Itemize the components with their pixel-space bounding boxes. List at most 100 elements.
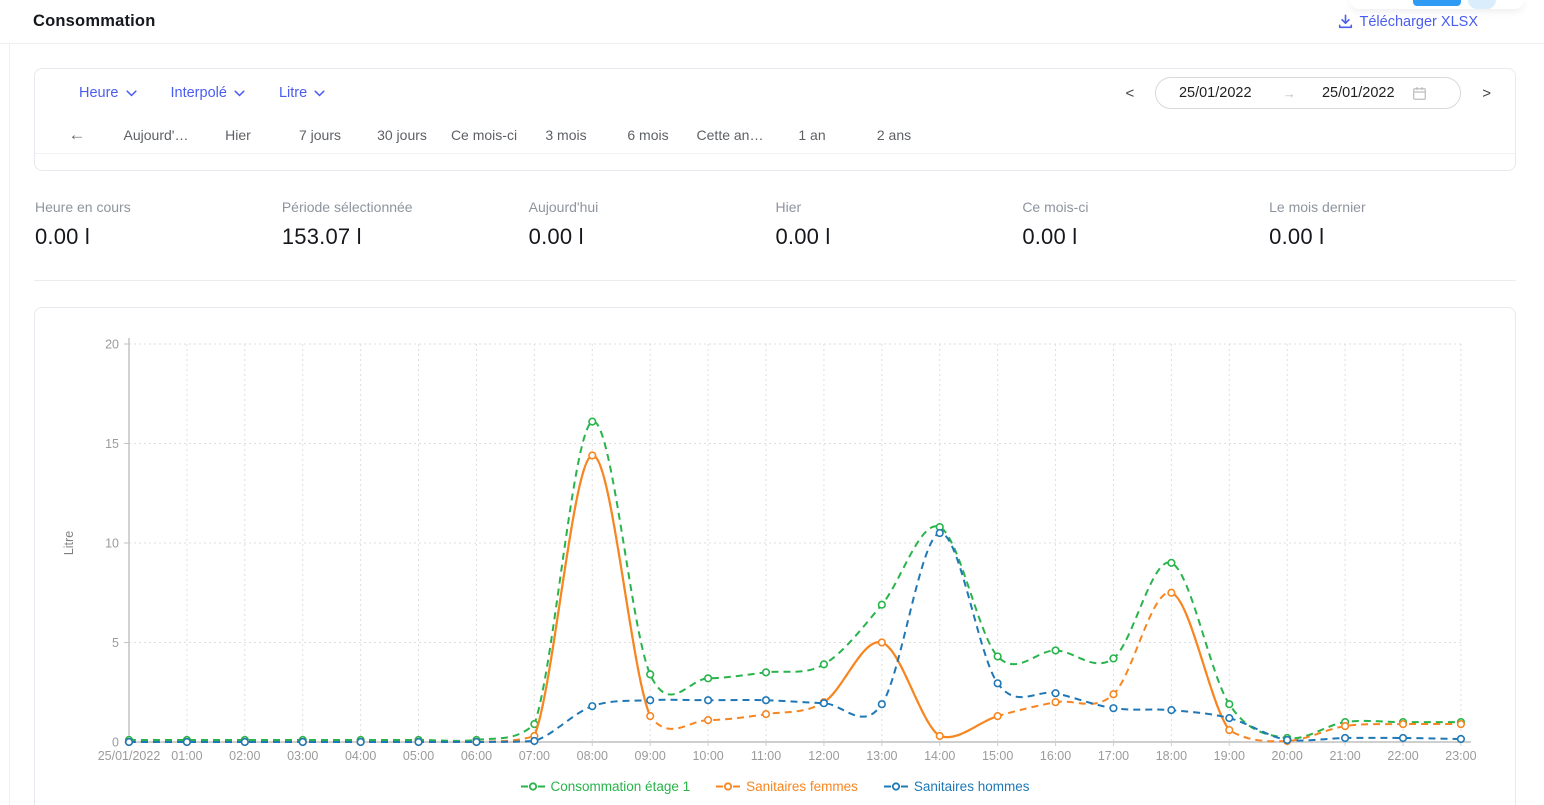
dropdown-litre[interactable]: Litre [279, 81, 325, 105]
svg-text:11:00: 11:00 [751, 749, 781, 763]
period-tabs: ← Aujourd'… Hier 7 jours 30 jours Ce moi… [35, 117, 1515, 154]
svg-text:23:00: 23:00 [1445, 749, 1476, 763]
svg-text:03:00: 03:00 [287, 749, 318, 763]
tab-3-mois[interactable]: 3 mois [525, 121, 607, 149]
svg-text:15: 15 [105, 437, 119, 451]
legend-label: Consommation étage 1 [550, 779, 691, 794]
svg-text:5: 5 [112, 636, 119, 650]
page-title: Consommation [33, 12, 156, 30]
svg-text:20: 20 [105, 338, 119, 352]
stat-le-mois-dernier: Le mois dernier 0.00 l [1269, 199, 1516, 250]
stat-value: 0.00 l [528, 224, 584, 249]
stat-label: Heure en cours [35, 199, 131, 215]
cutoff-avatar [1468, 0, 1496, 9]
svg-text:17:00: 17:00 [1098, 749, 1129, 763]
tab-6-mois[interactable]: 6 mois [607, 121, 689, 149]
tab-ce-mois-ci[interactable]: Ce mois-ci [443, 121, 525, 149]
date-range-arrow-icon: → [1282, 85, 1296, 101]
download-label: Télécharger XLSX [1359, 13, 1478, 30]
stat-value: 0.00 l [1022, 224, 1078, 249]
svg-text:15:00: 15:00 [982, 749, 1013, 763]
legend-marker-icon [883, 782, 908, 791]
stat-label: Aujourd'hui [528, 199, 599, 215]
dropdown-heure-label: Heure [79, 85, 119, 101]
stat-hier: Hier 0.00 l [775, 199, 1022, 250]
svg-text:20:00: 20:00 [1272, 749, 1303, 763]
content-area: Heure Interpolé Litre < 25/01/2022 → 25/… [9, 44, 1544, 805]
stat-value: 0.00 l [35, 224, 91, 249]
section-divider [34, 280, 1516, 281]
tab-aujourdhui[interactable]: Aujourd'… [115, 121, 197, 149]
stat-ce-mois-ci: Ce mois-ci 0.00 l [1022, 199, 1269, 250]
stat-label: Période sélectionnée [281, 199, 413, 215]
svg-text:0: 0 [112, 736, 119, 750]
stat-aujourdhui: Aujourd'hui 0.00 l [529, 199, 776, 250]
legend-marker-icon [520, 782, 545, 791]
chart-legend: Consommation étage 1 Sanitaires femmes San… [35, 779, 1515, 794]
filter-card: Heure Interpolé Litre < 25/01/2022 → 25/… [34, 68, 1516, 171]
cutoff-blue-pill [1413, 0, 1461, 6]
legend-label: Sanitaires hommes [913, 779, 1030, 794]
legend-marker-icon [716, 782, 741, 791]
stat-label: Hier [775, 199, 802, 215]
tab-cette-annee[interactable]: Cette an… [689, 121, 771, 149]
chevron-down-icon [125, 89, 137, 97]
tab-2-ans[interactable]: 2 ans [853, 121, 935, 149]
chevron-down-icon [234, 89, 245, 97]
prev-period-button[interactable]: < [1121, 83, 1138, 104]
svg-text:02:00: 02:00 [229, 749, 260, 763]
svg-text:21:00: 21:00 [1329, 749, 1360, 763]
svg-text:06:00: 06:00 [461, 749, 492, 763]
svg-text:18:00: 18:00 [1156, 749, 1187, 763]
stat-value: 153.07 l [281, 224, 362, 249]
tabs-scroll-left-icon[interactable]: ← [68, 125, 86, 144]
svg-text:09:00: 09:00 [635, 749, 666, 763]
date-end: 25/01/2022 [1321, 85, 1395, 101]
svg-text:14:00: 14:00 [924, 749, 955, 763]
svg-text:25/01/2022: 25/01/2022 [98, 749, 161, 763]
svg-text:01:00: 01:00 [171, 749, 202, 763]
stat-heure-en-cours: Heure en cours 0.00 l [35, 199, 282, 250]
dropdown-interpole-label: Interpolé [170, 85, 227, 101]
tab-30-jours[interactable]: 30 jours [361, 121, 443, 149]
page-header: Consommation Télécharger XLSX [0, 0, 1544, 44]
date-navigation: < 25/01/2022 → 25/01/2022 > [1121, 77, 1495, 109]
svg-text:10:00: 10:00 [692, 749, 723, 763]
chart-card: 0 5 10 15 20 25/01/2022 01:00 02:00 03:00 04:00 05… [34, 307, 1516, 805]
stat-label: Le mois dernier [1269, 199, 1366, 215]
download-icon [1338, 14, 1352, 29]
consumption-chart[interactable]: 0 5 10 15 20 25/01/2022 01:00 02:00 03:00 04:00 05… [35, 308, 1511, 778]
svg-text:16:00: 16:00 [1040, 749, 1071, 763]
stat-value: 0.00 l [775, 224, 831, 249]
download-xlsx-link[interactable]: Télécharger XLSX [1338, 14, 1478, 30]
stat-value: 0.00 l [1269, 224, 1325, 249]
stats-row: Heure en cours 0.00 l Période sélectionn… [34, 171, 1516, 280]
svg-text:19:00: 19:00 [1214, 749, 1245, 763]
svg-text:13:00: 13:00 [866, 749, 897, 763]
filter-row: Heure Interpolé Litre < 25/01/2022 → 25/… [35, 69, 1515, 117]
legend-item[interactable]: Consommation étage 1 [520, 779, 691, 794]
stat-label: Ce mois-ci [1022, 199, 1089, 215]
svg-text:12:00: 12:00 [808, 749, 839, 763]
next-period-button[interactable]: > [1478, 83, 1495, 104]
date-start: 25/01/2022 [1178, 85, 1252, 101]
tab-hier[interactable]: Hier [197, 121, 279, 149]
legend-item[interactable]: Sanitaires femmes [716, 779, 858, 794]
svg-text:07:00: 07:00 [519, 749, 550, 763]
svg-text:08:00: 08:00 [577, 749, 608, 763]
dropdown-heure[interactable]: Heure [79, 81, 137, 105]
legend-item[interactable]: Sanitaires hommes [883, 779, 1030, 794]
svg-text:Litre: Litre [62, 531, 76, 555]
legend-label: Sanitaires femmes [746, 779, 858, 794]
chevron-down-icon [314, 89, 325, 97]
date-range-picker[interactable]: 25/01/2022 → 25/01/2022 [1155, 77, 1462, 109]
svg-text:10: 10 [105, 537, 119, 551]
dropdown-interpole[interactable]: Interpolé [171, 81, 245, 105]
svg-text:22:00: 22:00 [1387, 749, 1418, 763]
stat-periode-selectionnee: Période sélectionnée 153.07 l [282, 199, 529, 250]
dropdown-litre-label: Litre [278, 85, 308, 101]
calendar-icon [1413, 86, 1427, 100]
tab-1-an[interactable]: 1 an [771, 121, 853, 149]
svg-text:04:00: 04:00 [345, 749, 376, 763]
tab-7-jours[interactable]: 7 jours [279, 121, 361, 149]
